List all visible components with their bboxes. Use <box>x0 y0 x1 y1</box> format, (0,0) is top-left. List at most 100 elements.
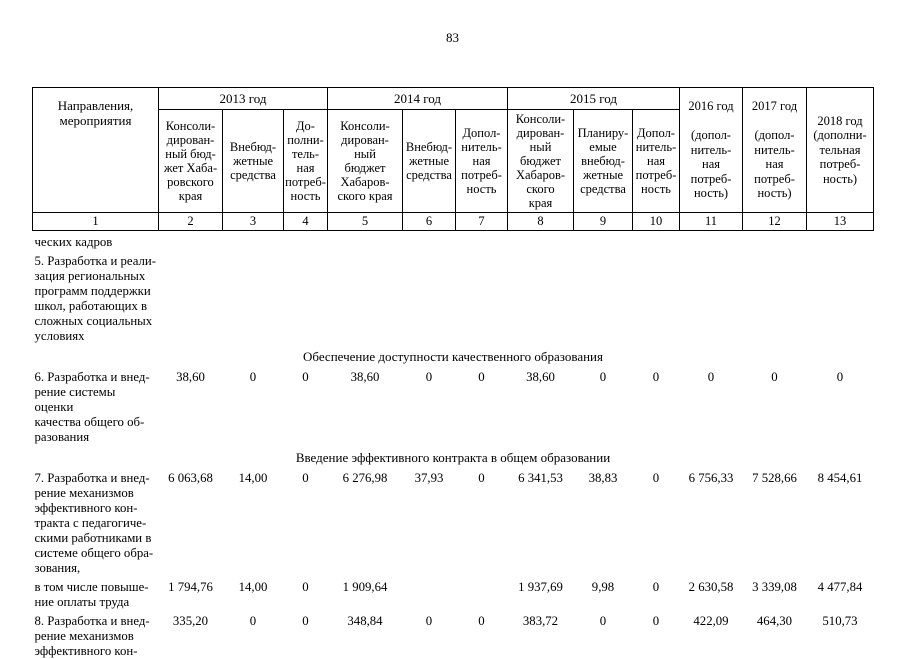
year-2016-header: 2016 год (допол- нитель- ная потреб- нос… <box>680 88 743 213</box>
column-number-3: 3 <box>223 213 284 231</box>
section-row: Введение эффективного контракта в общем … <box>33 445 874 467</box>
value-cell <box>743 250 807 344</box>
budget-table: Направления, мероприятия 2013 год 2014 г… <box>32 87 874 659</box>
value-cell: 38,60 <box>508 366 574 445</box>
column-number-4: 4 <box>284 213 328 231</box>
document-page: { "page": { "number": "83" }, "table": {… <box>0 0 905 640</box>
value-cell: 2 630,58 <box>680 576 743 610</box>
value-cell <box>680 231 743 251</box>
value-cell: 0 <box>284 576 328 610</box>
value-cell: 1 794,76 <box>159 576 223 610</box>
value-cell: 1 937,69 <box>508 576 574 610</box>
value-cell <box>284 250 328 344</box>
budget-2014-header: Консоли- дирован- ный бюджет Хабаров- ск… <box>328 110 403 213</box>
value-cell: 0 <box>574 610 633 659</box>
addneed-2014-header: Допол- нитель- ная потреб- ность <box>456 110 508 213</box>
column-number-12: 12 <box>743 213 807 231</box>
value-cell: 9,98 <box>574 576 633 610</box>
year-2014-header: 2014 год <box>328 88 508 110</box>
value-cell <box>680 250 743 344</box>
table-row: 6. Разработка и внед- рение системы оцен… <box>33 366 874 445</box>
value-cell: 464,30 <box>743 610 807 659</box>
table-row: 5. Разработка и реали- зация региональны… <box>33 250 874 344</box>
table-row: 8. Разработка и внед- рение механизмов э… <box>33 610 874 659</box>
row-label: 7. Разработка и внед- рение механизмов э… <box>33 467 159 576</box>
value-cell: 0 <box>633 467 680 576</box>
value-cell: 0 <box>574 366 633 445</box>
row-label: ческих кадров <box>33 231 159 251</box>
column-number-6: 6 <box>403 213 456 231</box>
value-cell: 0 <box>223 610 284 659</box>
year-header-row: Направления, мероприятия 2013 год 2014 г… <box>33 88 874 110</box>
value-cell: 6 276,98 <box>328 467 403 576</box>
value-cell: 0 <box>456 467 508 576</box>
value-cell: 38,60 <box>159 366 223 445</box>
budget-2015-header: Консоли- дирован- ный бюджет Хабаров- ск… <box>508 110 574 213</box>
value-cell <box>456 576 508 610</box>
value-cell <box>807 231 874 251</box>
column-number-8: 8 <box>508 213 574 231</box>
section-heading: Обеспечение доступности качественного об… <box>33 344 874 366</box>
value-cell: 510,73 <box>807 610 874 659</box>
value-cell: 0 <box>456 366 508 445</box>
value-cell: 3 339,08 <box>743 576 807 610</box>
row-label: 8. Разработка и внед- рение механизмов э… <box>33 610 159 659</box>
value-cell: 8 454,61 <box>807 467 874 576</box>
value-cell <box>456 250 508 344</box>
offbudget-2013-header: Внебюд- жетные средства <box>223 110 284 213</box>
value-cell: 6 341,53 <box>508 467 574 576</box>
value-cell: 335,20 <box>159 610 223 659</box>
table-header: Направления, мероприятия 2013 год 2014 г… <box>33 88 874 231</box>
value-cell: 6 063,68 <box>159 467 223 576</box>
table-row: ческих кадров <box>33 231 874 251</box>
column-number-5: 5 <box>328 213 403 231</box>
value-cell <box>456 231 508 251</box>
value-cell: 422,09 <box>680 610 743 659</box>
value-cell: 0 <box>633 576 680 610</box>
year-2017-header: 2017 год (допол- нитель- ная потреб- нос… <box>743 88 807 213</box>
value-cell: 1 909,64 <box>328 576 403 610</box>
value-cell <box>633 231 680 251</box>
column-number-7: 7 <box>456 213 508 231</box>
page-number: 83 <box>0 0 905 45</box>
value-cell <box>403 576 456 610</box>
table-row: 7. Разработка и внед- рение механизмов э… <box>33 467 874 576</box>
value-cell <box>574 231 633 251</box>
value-cell: 0 <box>284 467 328 576</box>
value-cell: 37,93 <box>403 467 456 576</box>
column-number-13: 13 <box>807 213 874 231</box>
year-2018-header: 2018 год (дополни- тельная потреб- ность… <box>807 88 874 213</box>
value-cell: 38,60 <box>328 366 403 445</box>
value-cell <box>223 250 284 344</box>
value-cell: 14,00 <box>223 467 284 576</box>
budget-2013-header: Консоли- дирован- ный бюд- жет Хаба- ров… <box>159 110 223 213</box>
directions-header: Направления, мероприятия <box>33 88 159 213</box>
value-cell: 0 <box>807 366 874 445</box>
value-cell: 0 <box>633 366 680 445</box>
year-2013-header: 2013 год <box>159 88 328 110</box>
value-cell <box>328 231 403 251</box>
value-cell: 0 <box>223 366 284 445</box>
section-heading: Введение эффективного контракта в общем … <box>33 445 874 467</box>
row-label: 5. Разработка и реали- зация региональны… <box>33 250 159 344</box>
value-cell: 0 <box>284 610 328 659</box>
addneed-2013-header: До- полни- тель- ная потреб- ность <box>284 110 328 213</box>
value-cell: 0 <box>403 366 456 445</box>
year-2015-header: 2015 год <box>508 88 680 110</box>
column-number-9: 9 <box>574 213 633 231</box>
value-cell <box>574 250 633 344</box>
value-cell <box>159 250 223 344</box>
value-cell <box>743 231 807 251</box>
value-cell <box>807 250 874 344</box>
row-label: 6. Разработка и внед- рение системы оцен… <box>33 366 159 445</box>
value-cell <box>633 250 680 344</box>
value-cell <box>284 231 328 251</box>
column-number-11: 11 <box>680 213 743 231</box>
value-cell: 0 <box>456 610 508 659</box>
value-cell: 14,00 <box>223 576 284 610</box>
value-cell: 0 <box>633 610 680 659</box>
column-number-10: 10 <box>633 213 680 231</box>
value-cell <box>508 231 574 251</box>
